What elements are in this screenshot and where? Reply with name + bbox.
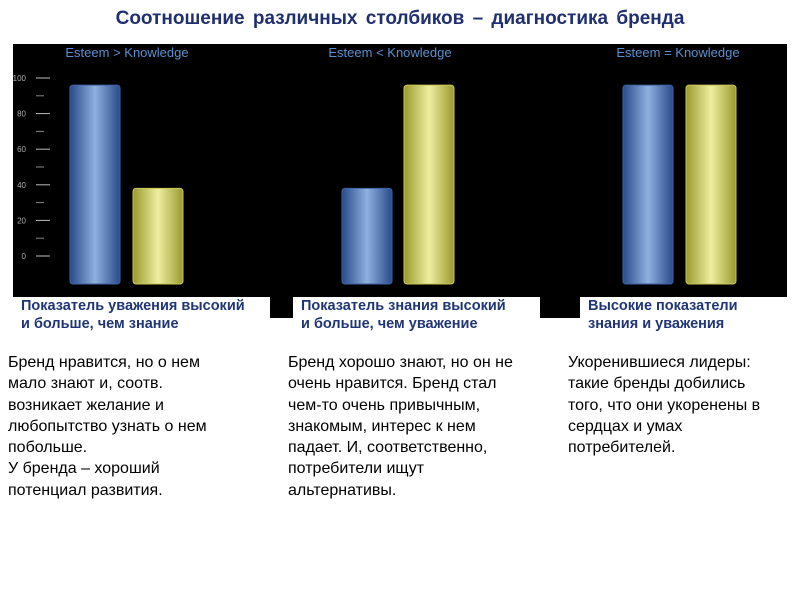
description-line: очень нравится. Бренд стал — [288, 375, 497, 393]
description-line: Бренд нравится, но о нем — [8, 354, 200, 371]
description: Укоренившиеся лидеры: такие бренды добили… — [568, 352, 760, 458]
description-line: любопытство узнать о нем — [8, 417, 207, 435]
y-tick-label: 40 — [17, 181, 26, 190]
y-tick-label: 0 — [22, 252, 27, 261]
caption-line: Показатель знания высокий — [301, 298, 506, 314]
caption-line: и больше, чем уважение — [301, 316, 478, 332]
y-tick-label: 80 — [17, 110, 26, 119]
description-line: потребители ищут — [288, 460, 425, 478]
bar — [69, 84, 121, 285]
description-line: Бренд хорошо знают, но он не — [288, 354, 513, 371]
panel-title: Esteem > Knowledge — [65, 45, 188, 60]
description-line: такие бренды добились — [568, 375, 746, 393]
chart-area: Esteem > Knowledge 0 20 40 60 80 100 Esteem < K… — [13, 44, 787, 318]
description-line: того, что они укоренены в — [568, 396, 761, 414]
caption-line: и больше, чем знание — [21, 316, 179, 332]
y-tick-label: 20 — [17, 216, 26, 225]
description-line: падает. И, соответственно, — [288, 439, 488, 457]
description-line: потребителей. — [568, 439, 676, 457]
description-line: побольше. — [8, 439, 88, 457]
panel-title: Esteem = Knowledge — [616, 45, 739, 60]
panel-title: Esteem < Knowledge — [328, 45, 451, 60]
description-line: знакомым, интерес к нем — [288, 417, 476, 435]
description-line: У бренда – хороший — [8, 460, 160, 478]
bar — [132, 187, 184, 285]
description-line: мало знают и, соотв. — [8, 375, 163, 393]
bar — [685, 84, 737, 285]
bar — [622, 84, 674, 285]
description-line: альтернативы. — [288, 481, 397, 499]
panel-caption: Показатель уважения высокий и больше, чем… — [13, 297, 270, 337]
description-line: сердцах и умах — [568, 417, 683, 435]
slide-title: Соотношение различных столбиков – диагно… — [115, 8, 685, 29]
bar — [403, 84, 455, 285]
description-line: потенциал развития. — [8, 481, 163, 499]
panel-caption: Высокие показатели знания и уважения — [580, 297, 787, 337]
description-line: Укоренившиеся лидеры: — [568, 354, 751, 371]
caption-line: знания и уважения — [588, 316, 725, 332]
description-line: возникает желание и — [8, 396, 164, 414]
bar — [341, 187, 393, 285]
description: Бренд нравится, но о нем мало знают и, со… — [8, 352, 207, 501]
description-line: чем-то очень привычным, — [288, 396, 481, 414]
description: Бренд хорошо знают, но он не очень нравит… — [288, 352, 513, 501]
caption-line: Высокие показатели — [588, 298, 738, 314]
caption-line: Показатель уважения высокий — [21, 298, 245, 314]
panel-caption: Показатель знания высокий и больше, чем у… — [293, 297, 540, 337]
y-tick-label: 60 — [17, 145, 26, 154]
y-tick-label: 100 — [13, 74, 27, 83]
